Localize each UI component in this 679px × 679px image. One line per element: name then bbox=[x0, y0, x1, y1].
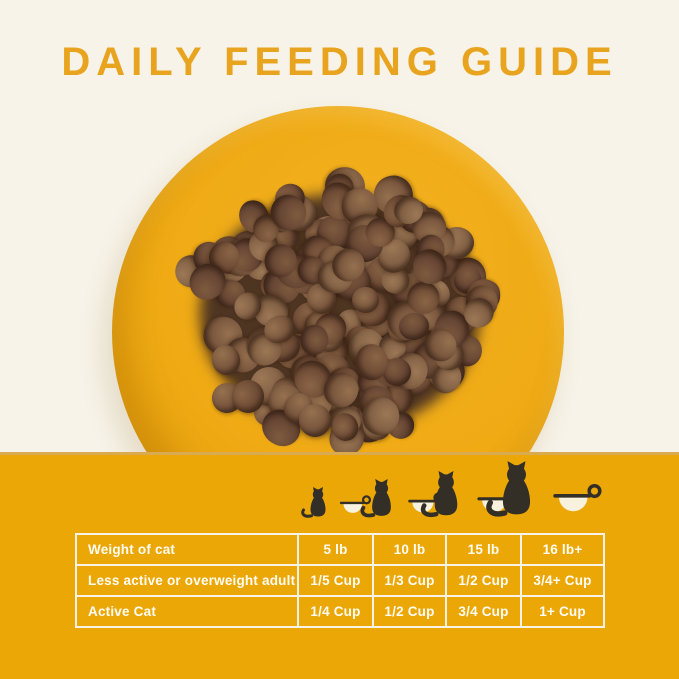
cup-amount: 3/4+ Cup bbox=[520, 564, 605, 597]
cat-silhouette-icon bbox=[419, 471, 473, 519]
cup-amount: 3/4 Cup bbox=[445, 595, 522, 628]
table-row-active: Active Cat 1/4 Cup 1/2 Cup 3/4 Cup 1+ Cu… bbox=[75, 595, 605, 628]
cup-amount: 1/2 Cup bbox=[445, 564, 522, 597]
weight-row-label: Weight of cat bbox=[75, 533, 299, 566]
feeding-table: Weight of cat 5 lb 10 lb 15 lb 16 lb+ Le… bbox=[75, 533, 605, 628]
cup-amount: 1/4 Cup bbox=[297, 595, 374, 628]
cat-silhouette-icon bbox=[484, 461, 549, 519]
weight-value: 10 lb bbox=[372, 533, 447, 566]
cup-amount: 1+ Cup bbox=[520, 595, 605, 628]
cup-amount: 1/5 Cup bbox=[297, 564, 374, 597]
icon-pair-smallest bbox=[297, 487, 372, 519]
weight-value: 16 lb+ bbox=[520, 533, 605, 566]
measuring-cup-icon bbox=[336, 494, 372, 519]
cat-silhouette-icon bbox=[359, 479, 404, 519]
active-cat-row-label: Active Cat bbox=[75, 595, 299, 628]
cup-amount: 1/3 Cup bbox=[372, 564, 447, 597]
feeding-table-section: Weight of cat 5 lb 10 lb 15 lb 16 lb+ Le… bbox=[0, 452, 679, 679]
table-row-less-active: Less active or overweight adult 1/5 Cup … bbox=[75, 564, 605, 597]
icon-pair-large bbox=[486, 461, 603, 519]
cup-amount: 1/2 Cup bbox=[372, 595, 447, 628]
page-title: DAILY FEEDING GUIDE bbox=[61, 40, 618, 84]
table-row-weight: Weight of cat 5 lb 10 lb 15 lb 16 lb+ bbox=[75, 533, 605, 566]
cat-size-icons-row bbox=[75, 461, 603, 519]
weight-value: 15 lb bbox=[445, 533, 522, 566]
measuring-cup-icon bbox=[549, 482, 603, 519]
weight-value: 5 lb bbox=[297, 533, 374, 566]
less-active-row-label: Less active or overweight adult bbox=[75, 564, 299, 597]
cat-silhouette-icon bbox=[300, 487, 336, 519]
